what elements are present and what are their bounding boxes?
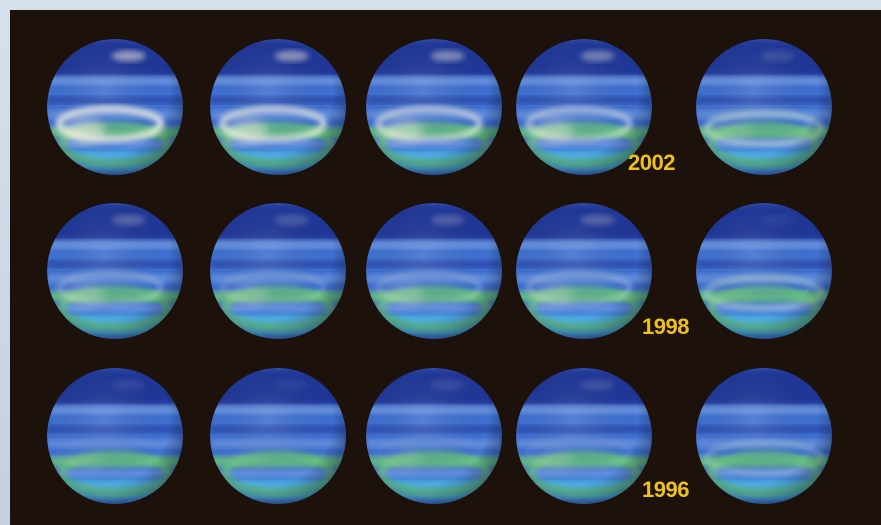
planet-disk bbox=[47, 39, 183, 175]
planet-disk bbox=[516, 203, 652, 339]
planet-disk bbox=[47, 203, 183, 339]
year-label-2002: 2002 bbox=[628, 150, 675, 175]
planet-disk bbox=[696, 203, 832, 339]
image-panel: 2002 1998 1996 bbox=[10, 10, 881, 525]
planet-disk bbox=[366, 39, 502, 175]
planet-disk bbox=[47, 368, 183, 504]
planet-disk bbox=[210, 39, 346, 175]
planet-disk bbox=[696, 39, 832, 175]
year-label-1998: 1998 bbox=[642, 314, 689, 339]
planet-disk bbox=[516, 39, 652, 175]
planet-disk bbox=[516, 368, 652, 504]
planet-disk bbox=[366, 203, 502, 339]
planet-disk bbox=[210, 203, 346, 339]
planet-disk bbox=[366, 368, 502, 504]
planet-disk bbox=[696, 368, 832, 504]
year-label-1996: 1996 bbox=[642, 477, 689, 502]
planet-disk bbox=[210, 368, 346, 504]
planet-disk-grid bbox=[47, 39, 832, 504]
